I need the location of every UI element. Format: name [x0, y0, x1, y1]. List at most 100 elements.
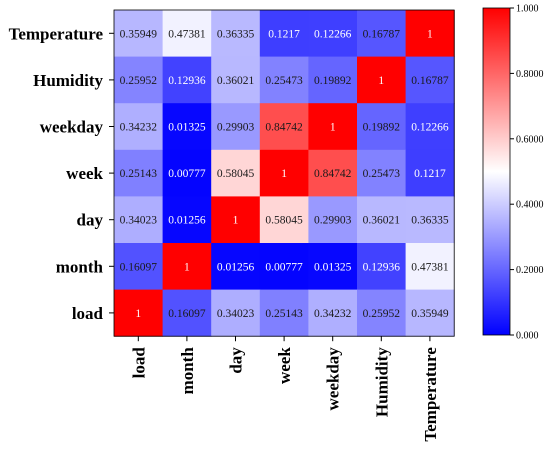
heatmap-cell — [357, 10, 407, 58]
cell-value-label: 0.34023 — [217, 308, 255, 320]
heatmap-cell — [405, 56, 455, 104]
column-label: week — [275, 347, 294, 384]
cell-value-label: 0.34232 — [120, 122, 158, 134]
cell-value-label: 0.12266 — [411, 122, 449, 134]
heatmap-cell — [259, 103, 309, 151]
column-label: load — [129, 347, 148, 379]
cell-value-label: 1 — [233, 215, 239, 227]
cell-value-label: 0.00777 — [168, 168, 206, 180]
colorbar-tick-label: 0.000 — [516, 331, 539, 342]
heatmap-cell — [162, 10, 212, 58]
heatmap-cell — [259, 149, 309, 197]
heatmap-cell — [308, 103, 358, 151]
cell-value-label: 0.01256 — [168, 215, 206, 227]
cell-value-label: 0.16097 — [168, 308, 206, 320]
heatmap-cell — [405, 289, 455, 337]
cell-value-label: 0.35949 — [120, 28, 158, 40]
heatmap-cell — [357, 149, 407, 197]
row-label: Temperature — [9, 24, 104, 43]
heatmap-cell — [308, 196, 358, 244]
heatmap-cell — [259, 196, 309, 244]
cell-value-label: 0.1217 — [414, 168, 446, 180]
heatmap-cell — [259, 56, 309, 104]
cell-value-label: 0.19892 — [314, 75, 352, 87]
cell-value-label: 0.34232 — [314, 308, 352, 320]
heatmap-cell — [114, 56, 164, 104]
column-label: month — [178, 347, 197, 395]
heatmap-cell — [162, 243, 212, 291]
cell-value-label: 0.00777 — [265, 261, 303, 273]
heatmap-cell — [308, 56, 358, 104]
heatmap-cell — [308, 289, 358, 337]
cell-value-label: 0.16787 — [363, 28, 401, 40]
heatmap-cell — [259, 243, 309, 291]
row-label: week — [66, 164, 103, 183]
heatmap-cell — [308, 10, 358, 58]
colorbar-tick-label: 0.4000 — [516, 200, 544, 211]
column-label: weekday — [324, 347, 343, 411]
cell-value-label: 0.25143 — [265, 308, 303, 320]
heatmap-cell — [162, 289, 212, 337]
heatmap-cell — [357, 103, 407, 151]
colorbar-tick-label: 0.8000 — [516, 69, 544, 80]
cell-value-label: 1 — [330, 122, 336, 134]
cell-value-label: 1 — [184, 261, 190, 273]
colorbar-tick-label: 1.000 — [516, 4, 539, 15]
heatmap-cell — [405, 149, 455, 197]
cell-value-label: 0.36021 — [217, 75, 255, 87]
heatmap-cell — [259, 10, 309, 58]
heatmap-cell — [211, 289, 261, 337]
row-label: weekday — [40, 118, 104, 137]
cell-value-label: 0.25143 — [120, 168, 158, 180]
cell-value-label: 0.01325 — [168, 122, 206, 134]
cell-value-label: 1 — [281, 168, 287, 180]
heatmap-cell — [357, 289, 407, 337]
heatmap-cell — [114, 10, 164, 58]
heatmap-cell — [259, 289, 309, 337]
heatmap-cell — [211, 243, 261, 291]
cell-value-label: 0.36335 — [411, 215, 449, 227]
cell-value-label: 0.1217 — [268, 28, 300, 40]
heatmap-cell — [211, 56, 261, 104]
heatmap-cell — [211, 10, 261, 58]
colorbar-gradient — [482, 7, 511, 336]
column-labels: load month day week weekday Humidity Temperatu… — [113, 9, 455, 442]
heatmap-cell — [405, 243, 455, 291]
cell-value-label: 0.36335 — [217, 28, 255, 40]
heatmap-cell — [308, 149, 358, 197]
cell-value-label: 0.16787 — [411, 75, 449, 87]
cell-value-label: 0.29903 — [217, 122, 255, 134]
cell-value-label: 0.25952 — [120, 75, 158, 87]
cell-value-label: 0.36021 — [363, 215, 401, 227]
cell-value-label: 1 — [135, 308, 141, 320]
cell-value-label: 0.12936 — [363, 261, 401, 273]
heatmap-cell — [114, 243, 164, 291]
heatmap-cell — [162, 149, 212, 197]
cell-value-label: 0.58045 — [217, 168, 255, 180]
column-label: day — [227, 347, 246, 374]
heatmap-cell — [162, 196, 212, 244]
cell-value-label: 0.29903 — [314, 215, 352, 227]
heatmap-cell — [162, 103, 212, 151]
cell-value-label: 0.25952 — [363, 308, 401, 320]
heatmap-cell — [357, 56, 407, 104]
heatmap-cell — [405, 10, 455, 58]
heatmap-cell — [211, 196, 261, 244]
heatmap-cell — [308, 243, 358, 291]
cell-value-label: 0.47381 — [168, 28, 206, 40]
cell-value-label: 0.84742 — [314, 168, 352, 180]
heatmap-cell — [405, 103, 455, 151]
cell-value-label: 0.58045 — [265, 215, 303, 227]
cell-value-label: 1 — [378, 75, 384, 87]
colorbar-tick-label: 0.2000 — [516, 265, 544, 276]
colorbar: 0.000 0.2000 0.4000 0.6000 0.8000 1.000 — [482, 4, 544, 342]
heatmap-cell — [211, 149, 261, 197]
heatmap-cells: 0.35949 0.47381 0.36335 0.1217 0.12266 0.1678… — [114, 10, 455, 337]
row-label: Humidity — [33, 71, 103, 90]
row-label: month — [56, 257, 104, 276]
heatmap-cell — [405, 196, 455, 244]
cell-value-label: 0.35949 — [411, 308, 449, 320]
cell-value-label: 1 — [427, 28, 433, 40]
cell-value-label: 0.84742 — [265, 122, 303, 134]
cell-value-label: 0.19892 — [363, 122, 401, 134]
